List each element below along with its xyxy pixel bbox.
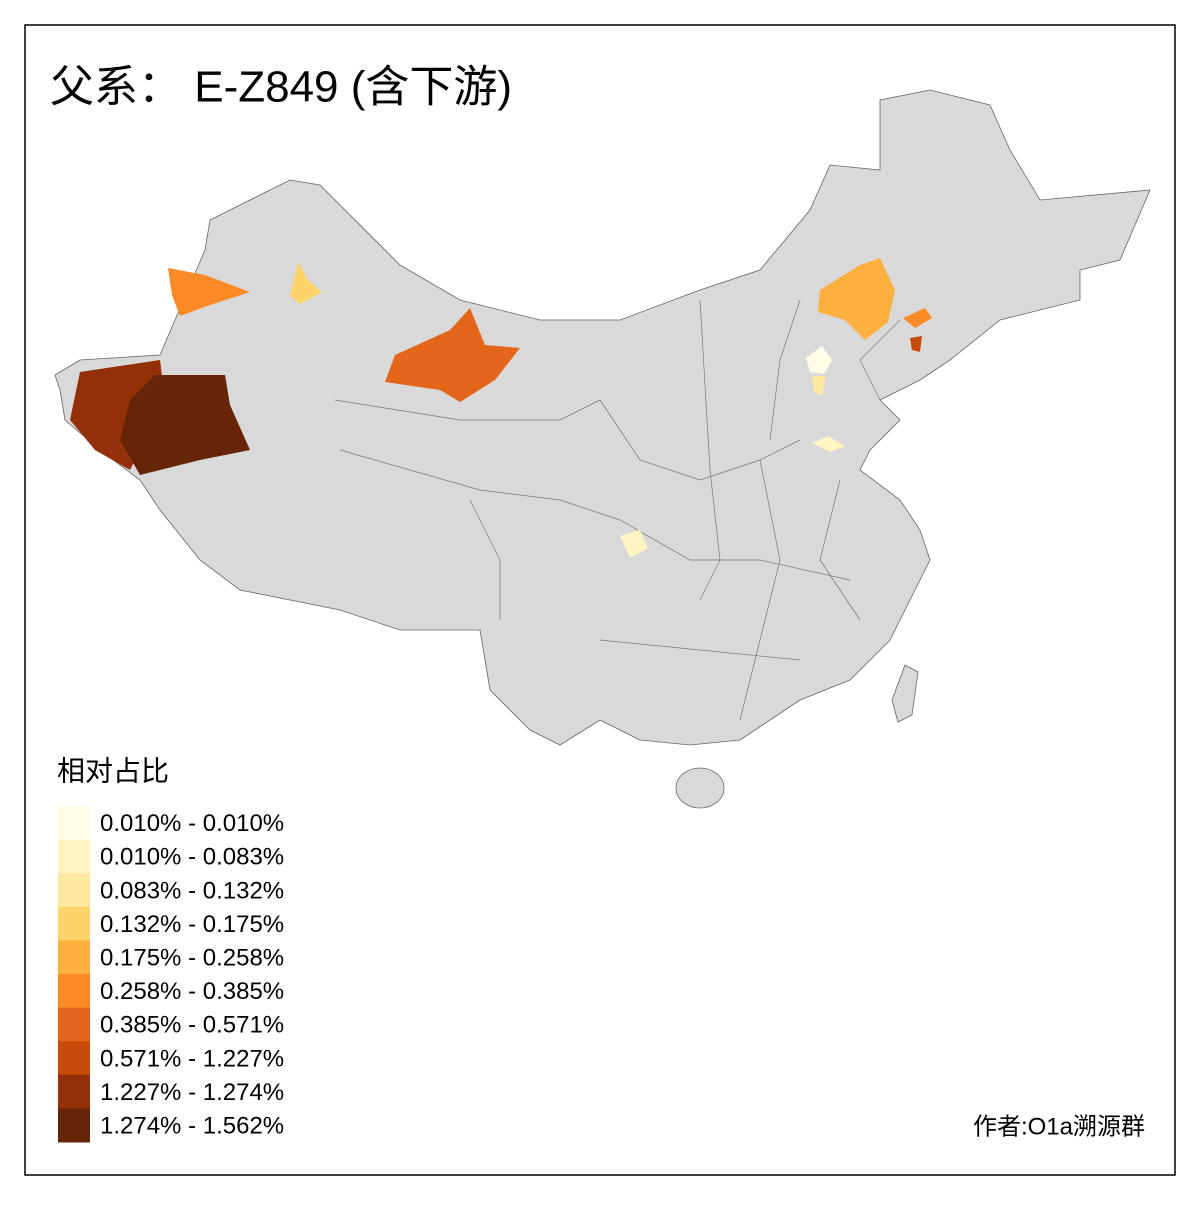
legend-swatch: [58, 974, 90, 1009]
frame: [24, 24, 1176, 1176]
region: [818, 258, 895, 340]
region: [806, 346, 832, 374]
legend-label: 0.010% - 0.083%: [100, 844, 284, 871]
legend-title: 相对占比: [57, 755, 169, 786]
legend-swatch: [58, 940, 90, 975]
legend-label: 1.227% - 1.274%: [100, 1079, 284, 1106]
credit: 作者:O1a溯源群: [973, 1113, 1145, 1140]
map-title: 父系： E-Z849 (含下游): [50, 63, 512, 112]
region: [385, 308, 520, 402]
region: [903, 308, 932, 328]
legend-swatch: [58, 906, 90, 941]
region: [620, 530, 648, 558]
legend-swatch: [58, 1007, 90, 1042]
data-regions: [70, 258, 932, 558]
region: [910, 336, 922, 352]
legend-swatch: [58, 806, 90, 841]
province-borders: [334, 299, 901, 721]
basemap: [54, 89, 1151, 809]
legend-label: 0.258% - 0.385%: [100, 978, 284, 1005]
region: [290, 262, 322, 304]
legend-label: 0.010% - 0.010%: [100, 810, 284, 837]
legend-swatch: [58, 839, 90, 874]
hainan: [675, 767, 725, 809]
border: [334, 299, 901, 721]
legend-swatch: [58, 1108, 90, 1143]
legend-swatch: [58, 1041, 90, 1076]
taiwan: [891, 664, 919, 723]
region: [120, 375, 250, 475]
legend: 0.010% - 0.010% 0.010% - 0.083% 0.083% - 0…: [58, 806, 284, 1143]
legend-label: 0.385% - 0.571%: [100, 1012, 284, 1039]
china-outline: [54, 89, 1151, 746]
legend-swatch: [58, 873, 90, 908]
legend-swatch: [58, 1074, 90, 1109]
region: [812, 376, 826, 396]
legend-label: 0.175% - 0.258%: [100, 945, 284, 972]
region: [812, 436, 845, 452]
legend-label: 0.083% - 0.132%: [100, 877, 284, 904]
legend-label: 0.132% - 0.175%: [100, 911, 284, 938]
region: [168, 268, 250, 316]
legend-label: 0.571% - 1.227%: [100, 1045, 284, 1072]
legend-label: 1.274% - 1.562%: [100, 1113, 284, 1140]
